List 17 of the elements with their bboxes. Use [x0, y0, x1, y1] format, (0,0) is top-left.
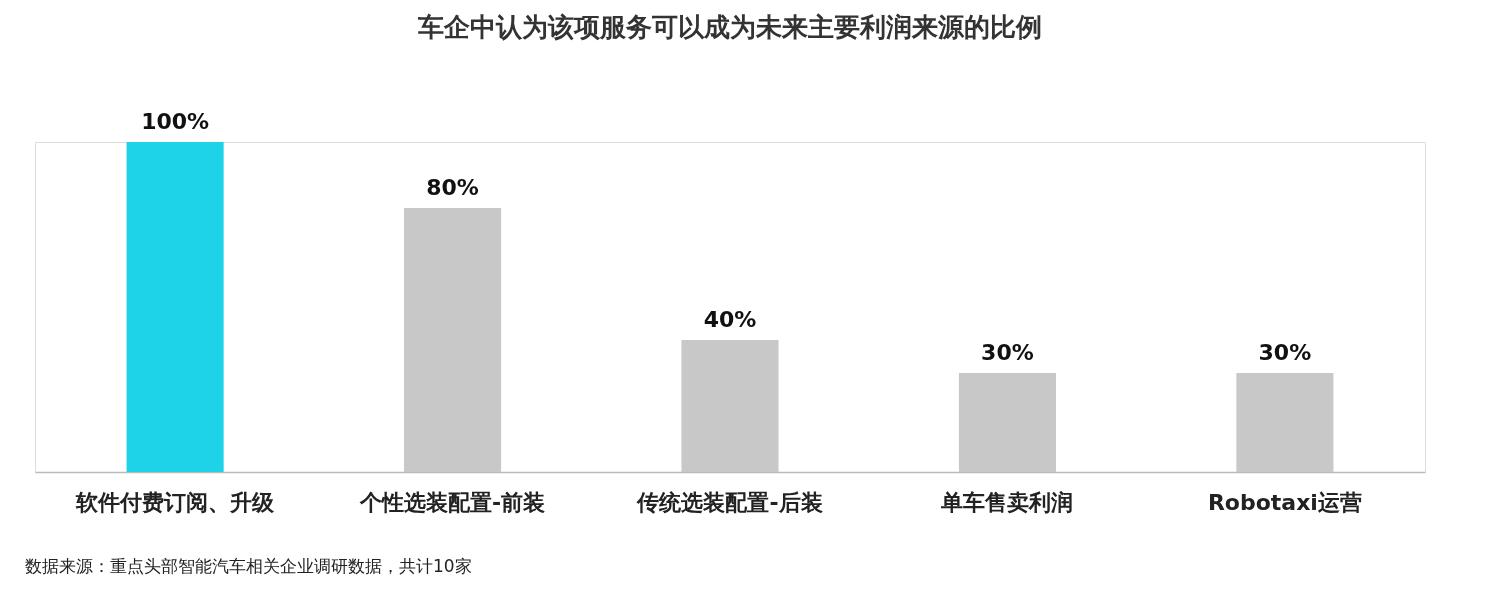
x-tick-label: 传统选装配置-后装: [636, 489, 823, 515]
data-label: 40%: [703, 307, 757, 332]
x-tick-label: 软件付费订阅、升级: [75, 489, 276, 515]
data-label: 100%: [141, 109, 210, 134]
bar: [958, 373, 1056, 472]
data-label: 30%: [981, 340, 1034, 365]
data-label: 30%: [1258, 340, 1312, 365]
bar: [404, 208, 502, 472]
x-tick-label: 单车售卖利润: [940, 489, 1074, 515]
bar: [126, 142, 224, 472]
x-tick-label: 个性选装配置-前装: [358, 489, 546, 515]
bar: [1236, 373, 1334, 472]
x-tick-label: Robotaxi运营: [1207, 489, 1362, 515]
bar: [681, 340, 779, 472]
data-label: 80%: [426, 175, 479, 200]
source-note: 数据来源：重点头部智能汽车相关企业调研数据，共计10家: [25, 556, 472, 576]
chart-title: 车企中认为该项服务可以成为未来主要利润来源的比例: [417, 12, 1042, 42]
